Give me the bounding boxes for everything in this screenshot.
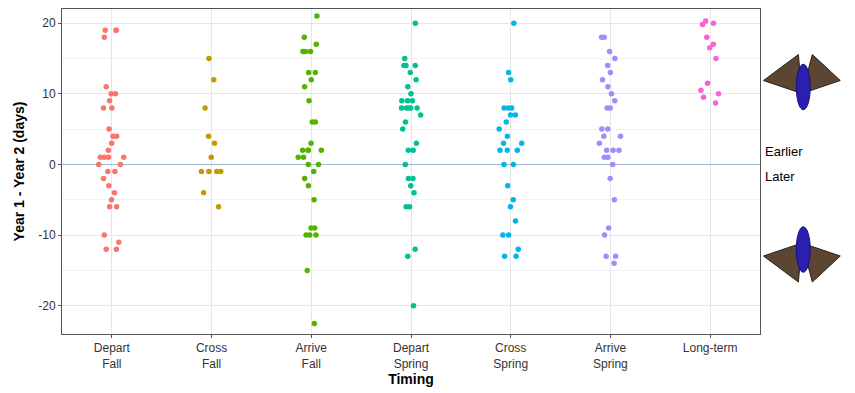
svg-text:0: 0	[49, 158, 56, 172]
svg-text:20: 20	[42, 16, 56, 30]
svg-text:ArriveFall: ArriveFall	[296, 341, 328, 371]
svg-text:ArriveSpring: ArriveSpring	[593, 341, 628, 371]
svg-text:Timing: Timing	[388, 371, 434, 387]
svg-text:CrossSpring: CrossSpring	[493, 341, 528, 371]
svg-text:DepartSpring: DepartSpring	[393, 341, 430, 371]
svg-text:DepartFall: DepartFall	[94, 341, 131, 371]
svg-text:Later: Later	[765, 169, 795, 184]
svg-text:Long-term: Long-term	[683, 341, 738, 355]
svg-text:10: 10	[42, 87, 56, 101]
svg-text:-10: -10	[38, 228, 56, 242]
svg-text:Earlier: Earlier	[765, 144, 803, 159]
svg-text:Year 1 - Year 2 (days): Year 1 - Year 2 (days)	[11, 102, 27, 242]
svg-text:-20: -20	[38, 299, 56, 313]
svg-text:CrossFall: CrossFall	[196, 341, 227, 371]
